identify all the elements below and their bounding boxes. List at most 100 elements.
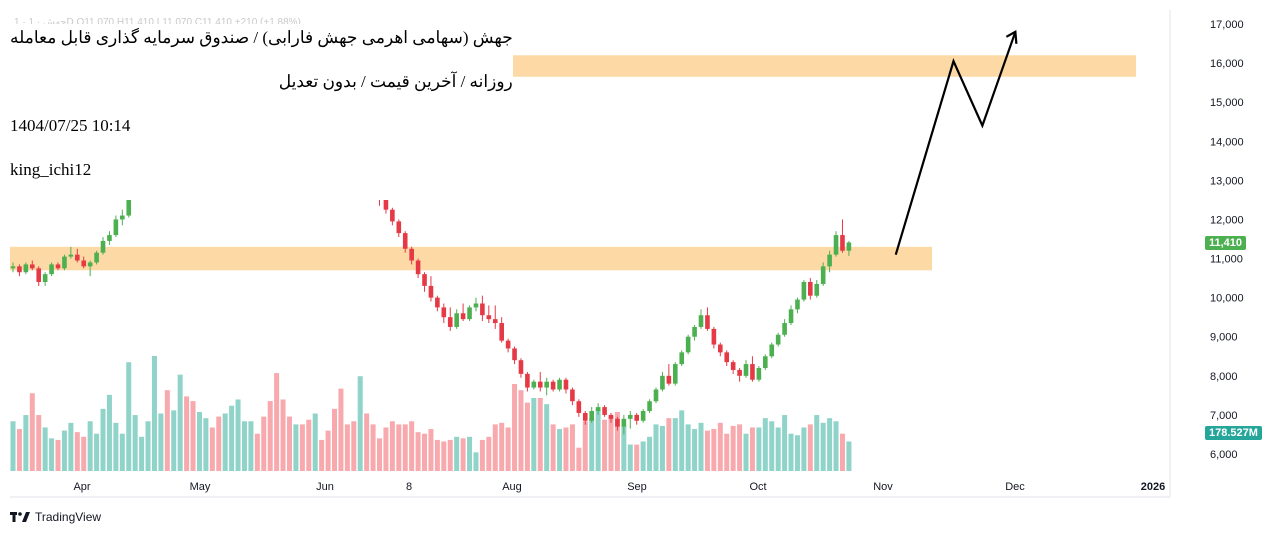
candle-body (711, 328, 717, 345)
volume-bar (467, 436, 473, 471)
volume-bar (659, 425, 665, 471)
volume-bar (248, 421, 254, 471)
candle-body (576, 401, 582, 413)
volume-bar (524, 402, 530, 471)
volume-bar (537, 397, 543, 471)
candle-body (23, 264, 29, 273)
volume-bar (87, 421, 93, 471)
volume-bar (145, 421, 151, 471)
volume-bar (550, 424, 556, 471)
candle-body (602, 407, 607, 415)
volume-bar (737, 424, 743, 471)
candle-body (653, 389, 659, 402)
candle-body (827, 254, 832, 267)
last-price-badge: 11,410 (1205, 236, 1247, 250)
volume-bar (788, 433, 794, 471)
candle-body (685, 336, 691, 353)
candle-body (570, 389, 575, 402)
candle-body (679, 352, 685, 365)
volume-bar (254, 433, 260, 471)
volume-bar (454, 436, 460, 471)
candle-body (589, 411, 594, 421)
volume-bar (94, 433, 100, 471)
volume-bar (280, 399, 286, 471)
volume-bar (203, 418, 209, 471)
candle-body (672, 364, 678, 384)
candle-body (544, 381, 549, 388)
volume-bar (634, 444, 640, 471)
candle-body (87, 262, 93, 267)
candle-body (402, 233, 408, 249)
volume-bar (261, 416, 267, 471)
volume-bar (158, 413, 164, 471)
volume-bar (171, 410, 177, 471)
candle-body (801, 282, 807, 300)
candle-body (627, 414, 633, 419)
candle-body (537, 381, 543, 388)
volume-bar (68, 422, 74, 471)
volume-bar (113, 422, 119, 471)
volume-bar (762, 418, 768, 471)
x-tick-label: Jun (316, 481, 334, 493)
candle-body (113, 219, 119, 236)
volume-bar (61, 430, 67, 471)
candle-body (563, 379, 569, 390)
candle-body (557, 379, 562, 390)
volume-bar (106, 394, 112, 471)
ohlc-legend: 1 · جهش · 1D O11,070 H11,410 L11,070 C11… (14, 17, 301, 28)
volume-bar (518, 390, 524, 471)
volume-bar (299, 424, 305, 471)
volume-bar (422, 433, 428, 471)
volume-bar (627, 444, 633, 471)
candle-body (81, 260, 87, 267)
volume-bar (383, 427, 389, 471)
volume-bar (16, 429, 22, 471)
volume-bar (563, 427, 569, 471)
candle-body (692, 326, 697, 337)
volume-bar (132, 415, 138, 471)
volume-bar (692, 429, 698, 471)
chart-settings: روزانه / آخرین قیمت / بدون تعدیل (278, 72, 513, 91)
volume-bar (730, 425, 736, 471)
volume-bars (10, 356, 852, 471)
volume-bar (119, 433, 125, 471)
volume-bar (743, 433, 749, 471)
volume-bar (396, 424, 402, 471)
y-tick-label: 17,000 (1210, 19, 1244, 31)
projection-line (894, 31, 1017, 255)
volume-bar (415, 432, 421, 471)
volume-bar (505, 427, 511, 471)
candle-body (473, 303, 479, 308)
candle-body (788, 309, 794, 324)
candle-body (512, 348, 517, 361)
candle-body (615, 418, 620, 427)
volume-bar (409, 421, 415, 471)
candle-body (10, 266, 16, 269)
candle-body (820, 266, 826, 284)
volume-bar (312, 413, 318, 471)
volume-bar (569, 424, 575, 471)
candle-body (724, 352, 730, 363)
volume-bar (711, 429, 717, 471)
volume-bar (377, 438, 383, 471)
volume-bar (794, 435, 800, 471)
candle-body (447, 317, 453, 327)
candle-body (756, 368, 762, 380)
candle-body (718, 344, 723, 353)
volume-bar (286, 416, 292, 471)
volume-bar (621, 425, 627, 471)
volume-bar (74, 432, 80, 471)
candle-body (750, 364, 755, 380)
tradingview-brand[interactable]: TradingView (10, 510, 101, 524)
candle-body (36, 268, 42, 282)
volume-bar (196, 411, 202, 471)
volume-bar (209, 427, 215, 471)
volume-bar (614, 411, 620, 471)
candle-body (666, 375, 672, 384)
volume-bar (402, 424, 408, 471)
candle-body (435, 297, 440, 308)
candle-body (94, 252, 99, 263)
y-tick-label: 9,000 (1210, 332, 1238, 344)
candle-body (409, 248, 414, 261)
